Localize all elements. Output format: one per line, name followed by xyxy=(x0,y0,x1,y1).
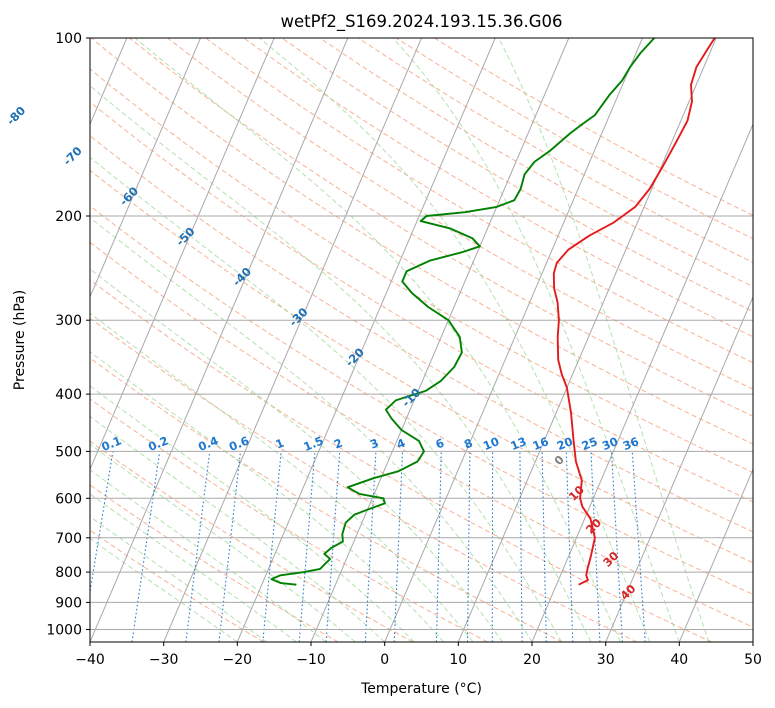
y-tick-label: 400 xyxy=(55,387,82,403)
mixing-ratio-label: 16 xyxy=(531,434,551,453)
isotherm-line xyxy=(531,122,753,642)
mixing-ratio-label: 10 xyxy=(481,434,501,453)
mixing-ratio-label: 30 xyxy=(600,434,620,453)
dry-adiabat xyxy=(205,38,753,364)
mixing-ratio-line xyxy=(131,451,161,642)
moist-adiabat xyxy=(90,156,562,642)
mixing-ratio-label: 36 xyxy=(621,434,641,453)
isotherm-line xyxy=(90,38,201,299)
mixing-ratio-line xyxy=(185,451,211,642)
y-tick-label: 300 xyxy=(55,313,82,329)
isotherm-line xyxy=(310,38,570,642)
x-tick-label: 50 xyxy=(744,652,762,668)
y-tick-label: 500 xyxy=(55,444,82,460)
dry-adiabat xyxy=(90,241,753,628)
y-tick-label: 800 xyxy=(55,565,82,581)
dry-adiabat xyxy=(90,101,753,503)
dry-adiabat xyxy=(90,484,339,642)
mixing-ratio-line xyxy=(90,451,114,596)
dry-adiabat xyxy=(90,398,488,642)
plot-frame xyxy=(89,37,754,643)
moist-adiabat xyxy=(134,38,621,642)
x-tick-label: 30 xyxy=(597,652,615,668)
moist-adiabat xyxy=(90,469,327,642)
dry-adiabat xyxy=(90,357,563,642)
moist-adiabat xyxy=(259,38,651,642)
moist-adiabat xyxy=(90,537,238,642)
moist-adiabat xyxy=(90,516,268,642)
dry-adiabat xyxy=(90,317,638,642)
y-tick-label: 1000 xyxy=(46,623,82,639)
moist-adiabat xyxy=(90,85,592,642)
background-lines xyxy=(90,38,753,642)
x-tick-label: 10 xyxy=(449,652,467,668)
moist-adiabat xyxy=(392,38,680,642)
dry-adiabat xyxy=(90,279,712,642)
y-tick-label: 700 xyxy=(55,531,82,547)
mixing-ratio-label: 13 xyxy=(508,434,528,453)
x-tick-label: −30 xyxy=(149,652,179,668)
isotherm-line xyxy=(384,38,643,642)
moist-adiabat xyxy=(90,312,474,642)
isotherm-line xyxy=(90,38,275,471)
x-tick-label: 40 xyxy=(670,652,688,668)
y-tick-label: 600 xyxy=(55,491,82,507)
mixing-ratio-label: 20 xyxy=(555,434,575,453)
dewpoint-trace xyxy=(270,38,655,586)
moist-adiabat xyxy=(498,38,710,642)
x-tick-label: 0 xyxy=(380,652,389,668)
isotherm-line xyxy=(678,468,753,642)
isotherm-line xyxy=(457,38,717,642)
x-tick-label: −10 xyxy=(296,652,326,668)
pressure-gridlines xyxy=(90,38,753,630)
axes: −40 −30 −20 −10 0 10 20 30 40 50 100 200 300 400 500 60… xyxy=(46,31,762,668)
mixing-ratio-label: 25 xyxy=(579,434,599,453)
chart-title: wetPf2_S169.2024.193.15.36.G06 xyxy=(280,12,562,32)
dry-adiabat xyxy=(281,38,753,313)
dry-adiabat xyxy=(90,205,753,595)
y-tick-label: 900 xyxy=(55,595,82,611)
moist-adiabat xyxy=(90,268,503,642)
moist-adiabat xyxy=(90,216,533,642)
y-tick-label: 200 xyxy=(55,209,82,225)
isotherm-line xyxy=(90,38,349,642)
y-axis-title: Pressure (hPa) xyxy=(12,290,28,390)
x-tick-label: 20 xyxy=(523,652,541,668)
dry-adiabat xyxy=(90,68,753,474)
x-tick-label: −40 xyxy=(75,652,105,668)
dry-adiabat xyxy=(243,38,753,338)
y-tick-label: 100 xyxy=(55,31,82,47)
x-tick-label: −20 xyxy=(223,652,253,668)
dry-adiabat xyxy=(90,529,264,642)
moist-adiabat xyxy=(90,443,356,642)
moist-adiabat xyxy=(90,415,386,642)
x-axis-title: Temperature (°C) xyxy=(360,681,482,697)
temperature-trace xyxy=(552,38,716,586)
sounding-traces xyxy=(270,38,716,586)
isotherm-line xyxy=(163,38,422,642)
isotherm-line xyxy=(236,38,496,642)
dry-adiabat xyxy=(167,38,753,390)
moist-adiabat xyxy=(90,385,415,642)
moist-adiabat xyxy=(90,351,444,642)
isotherm-line xyxy=(605,295,753,642)
